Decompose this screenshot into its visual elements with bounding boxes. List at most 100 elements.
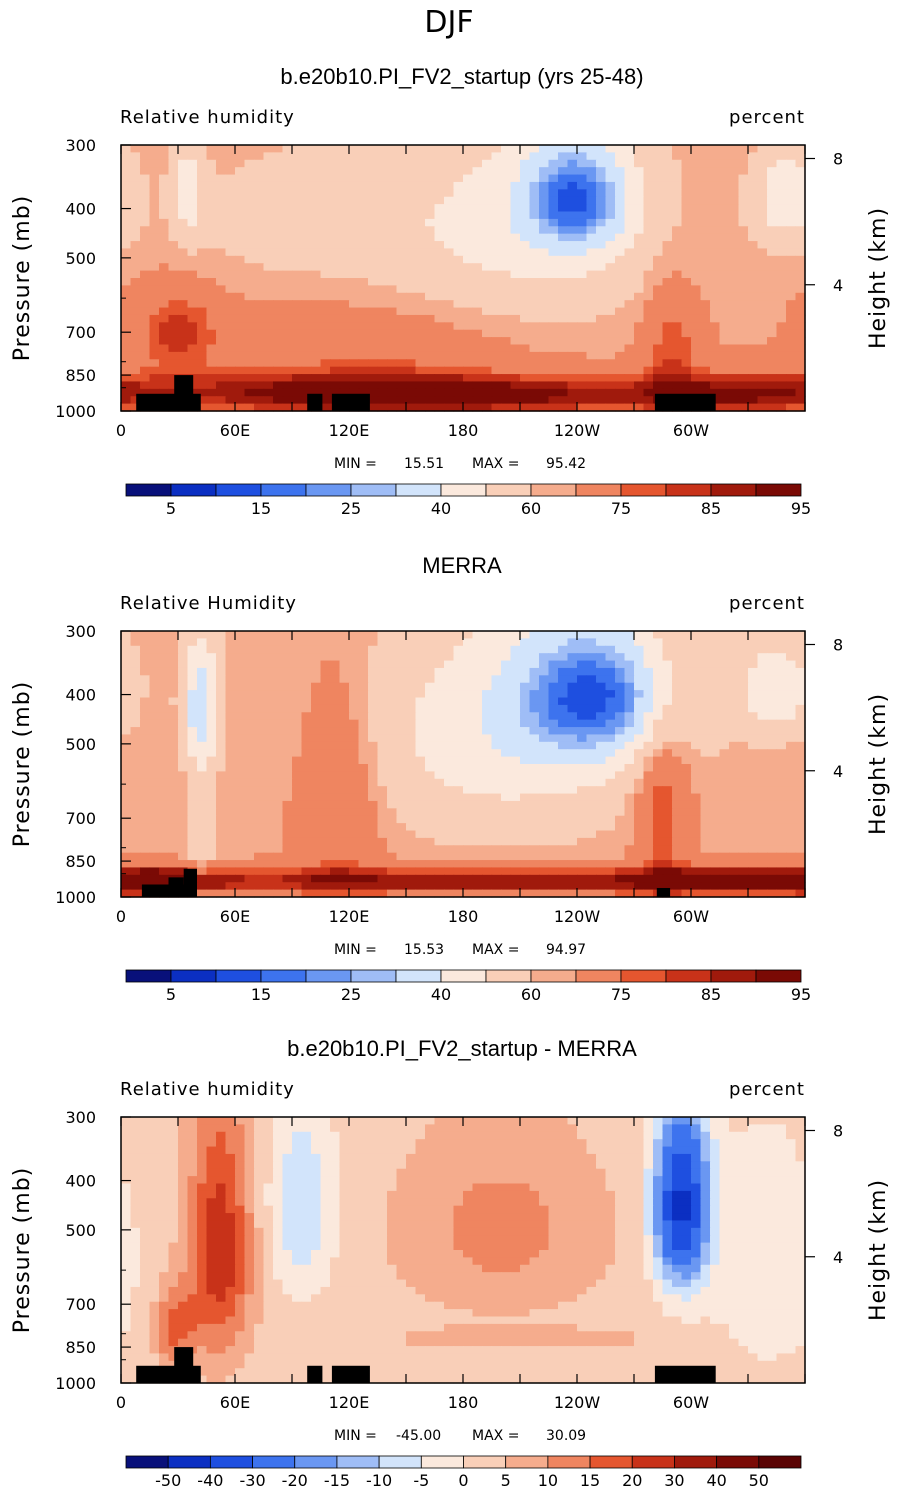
- field-cell: [596, 660, 607, 669]
- field-cell: [539, 653, 550, 662]
- field-cell: [244, 734, 255, 743]
- field-cell: [472, 359, 483, 368]
- field-cell: [377, 278, 388, 286]
- field-cell: [301, 248, 312, 257]
- field-cell: [596, 344, 607, 353]
- field-cell: [349, 793, 360, 802]
- field-cell: [444, 741, 455, 750]
- field-cell: [548, 292, 559, 301]
- field-cell: [558, 690, 569, 699]
- field-cell: [482, 167, 493, 176]
- field-cell: [358, 314, 369, 323]
- field-cell: [681, 638, 692, 647]
- field-cell: [434, 845, 445, 854]
- field-cell: [406, 823, 417, 832]
- field-cell: [149, 778, 160, 787]
- field-cell: [235, 860, 246, 869]
- field-cell: [453, 403, 464, 412]
- field-cell: [529, 159, 540, 168]
- field-cell: [453, 226, 464, 235]
- field-cell: [700, 285, 711, 294]
- field-cell: [691, 270, 702, 279]
- field-cell: [681, 174, 692, 183]
- field-cell: [615, 800, 626, 809]
- field-cell: [577, 351, 588, 360]
- field-cell: [406, 778, 417, 787]
- field-cell: [605, 337, 616, 346]
- field-cell: [463, 351, 474, 360]
- field-cell: [244, 351, 255, 360]
- field-cell: [558, 351, 569, 360]
- field-cell: [548, 837, 559, 846]
- field-cell: [795, 704, 806, 713]
- field-cell: [624, 667, 635, 676]
- field-cell: [700, 667, 711, 676]
- field-cell: [738, 749, 749, 758]
- field-cell: [738, 793, 749, 802]
- field-cell: [377, 800, 388, 809]
- field-cell: [501, 307, 512, 316]
- field-cell: [596, 690, 607, 699]
- field-cell: [653, 645, 664, 654]
- field-cell: [320, 667, 331, 676]
- field-cell: [634, 322, 645, 331]
- field-cell: [501, 800, 512, 809]
- field-cell: [187, 270, 198, 279]
- field-cell: [472, 845, 483, 854]
- field-cell: [434, 793, 445, 802]
- field-cell: [444, 690, 455, 699]
- field-cell: [700, 248, 711, 257]
- field-cell: [339, 697, 350, 706]
- field-cell: [235, 734, 246, 743]
- field-cell: [767, 675, 778, 684]
- field-cell: [159, 860, 170, 869]
- field-cell: [130, 727, 141, 736]
- field-cell: [729, 374, 740, 383]
- field-cell: [510, 764, 521, 772]
- field-cell: [624, 403, 635, 412]
- field-cell: [520, 815, 531, 824]
- field-cell: [206, 852, 217, 861]
- field-cell: [415, 263, 426, 272]
- field-cell: [377, 734, 388, 743]
- field-cell: [387, 285, 398, 294]
- field-cell: [529, 366, 540, 375]
- field-cell: [254, 145, 265, 153]
- field-cell: [149, 837, 160, 846]
- field-cell: [463, 645, 474, 654]
- field-cell: [510, 675, 521, 684]
- field-cell: [320, 241, 331, 250]
- field-cell: [444, 771, 455, 780]
- field-cell: [776, 808, 787, 817]
- field-cell: [244, 337, 255, 346]
- field-cell: [643, 189, 654, 198]
- field-cell: [615, 638, 626, 647]
- field-cell: [719, 388, 730, 397]
- field-cell: [453, 815, 464, 824]
- field-cell: [605, 292, 616, 301]
- field-cell: [662, 852, 673, 861]
- field-cell: [453, 719, 464, 728]
- field-cell: [491, 366, 502, 375]
- field-cell: [387, 645, 398, 654]
- field-cell: [273, 314, 284, 323]
- field-cell: [168, 322, 179, 331]
- field-cell: [586, 860, 597, 869]
- field-cell: [320, 381, 331, 390]
- field-cell: [187, 778, 198, 787]
- field-cell: [311, 771, 322, 780]
- field-cell: [244, 704, 255, 713]
- field-cell: [273, 248, 284, 257]
- field-cell: [434, 300, 445, 309]
- field-cell: [662, 800, 673, 809]
- field-cell: [653, 278, 664, 286]
- field-cell: [149, 181, 160, 190]
- field-cell: [301, 204, 312, 213]
- field-cell: [786, 823, 797, 832]
- field-cell: [605, 719, 616, 728]
- field-cell: [168, 682, 179, 691]
- field-cell: [330, 263, 341, 272]
- field-cell: [159, 263, 170, 272]
- field-cell: [558, 727, 569, 736]
- field-cell: [330, 218, 341, 227]
